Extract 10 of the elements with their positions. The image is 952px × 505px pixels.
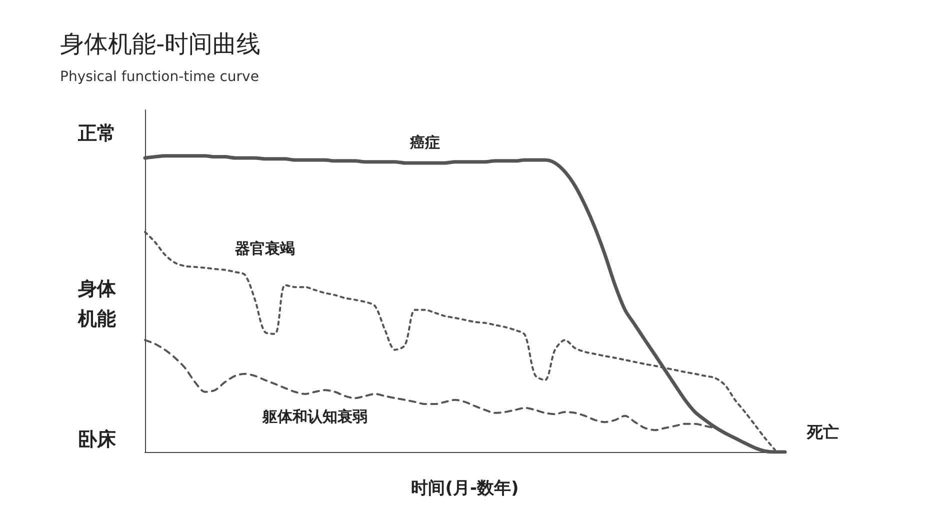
series-label: 躯体和认知衰弱 bbox=[262, 407, 368, 426]
text: 正常 bbox=[77, 122, 116, 144]
y-axis-title: 身体机能 bbox=[77, 278, 117, 330]
text: 死亡 bbox=[806, 422, 839, 442]
text: 卧床 bbox=[78, 428, 117, 450]
x-axis-title: 时间(月-数年) bbox=[411, 478, 519, 498]
series-label: 癌症 bbox=[409, 134, 440, 152]
chart-title: 身体机能-时间曲线 bbox=[60, 30, 261, 58]
chart-subtitle: Physical function-time curve bbox=[60, 69, 259, 85]
series-label: 器官衰竭 bbox=[234, 239, 295, 258]
